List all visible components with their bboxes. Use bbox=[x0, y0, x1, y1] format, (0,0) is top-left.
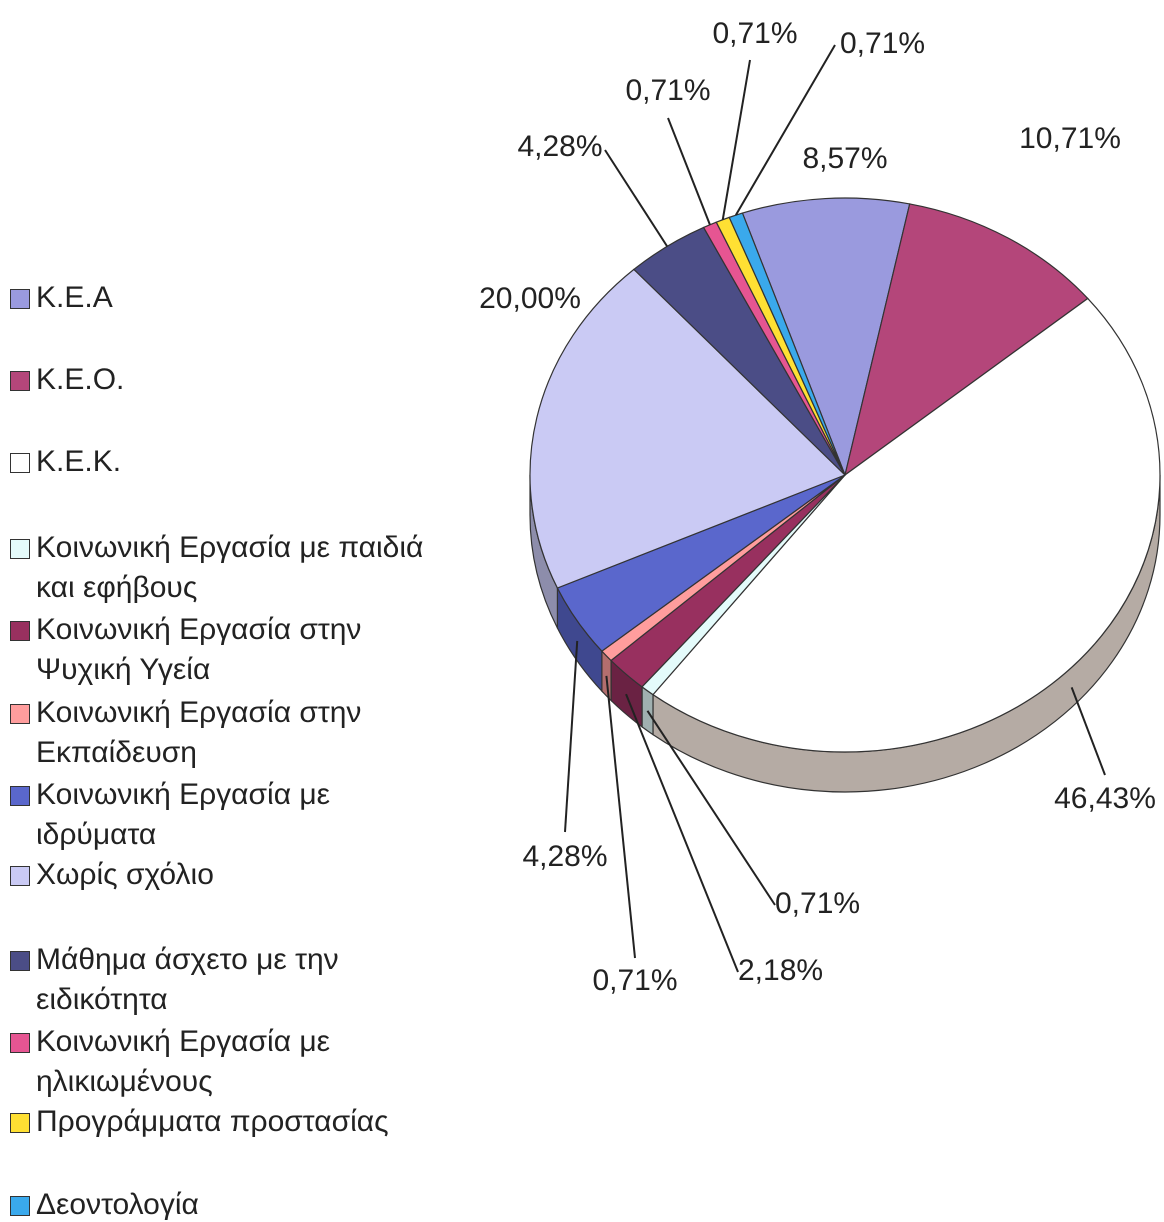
legend-label: Κοινωνική Εργασία με παιδιά και εφήβους bbox=[36, 531, 424, 604]
leader-line bbox=[605, 675, 636, 959]
legend-swatch bbox=[10, 951, 30, 971]
data-label: 2,18% bbox=[738, 954, 823, 987]
data-label: 0,71% bbox=[840, 27, 925, 60]
legend-item: Κοινωνική Εργασία με παιδιά και εφήβους bbox=[10, 528, 430, 608]
legend-item: Κοινωνική Εργασία με ηλικιωμένους bbox=[10, 1022, 430, 1102]
leader-line bbox=[564, 640, 579, 833]
leader-line bbox=[604, 149, 669, 247]
legend-swatch bbox=[10, 1033, 30, 1053]
legend-swatch bbox=[10, 704, 30, 724]
slice bbox=[652, 297, 1161, 753]
data-label: 8,57% bbox=[802, 142, 887, 175]
legend-label: Χωρίς σχόλιο bbox=[36, 858, 214, 891]
legend-label: Μάθημα άσχετο με την ειδικότητα bbox=[36, 943, 339, 1016]
legend-label: Προγράμματα προστασίας bbox=[36, 1105, 389, 1138]
slice bbox=[741, 197, 911, 478]
legend-label: Κοινωνική Εργασία με ιδρύματα bbox=[36, 778, 331, 851]
legend-item: Κ.Ε.Α bbox=[10, 278, 430, 318]
legend-label: Δεοντολογία bbox=[36, 1188, 199, 1221]
data-label: 46,43% bbox=[1054, 782, 1156, 815]
legend-item: Κοινωνική Εργασία στην Εκπαίδευση bbox=[10, 693, 430, 773]
legend-item: Κοινωνική Εργασία στην Ψυχική Υγεία bbox=[10, 610, 430, 690]
legend-item: Μάθημα άσχετο με την ειδικότητα bbox=[10, 940, 430, 1020]
data-label: 0,71% bbox=[712, 17, 797, 50]
legend-item: Κ.Ε.Κ. bbox=[10, 442, 430, 482]
legend-swatch bbox=[10, 289, 30, 309]
legend-swatch bbox=[10, 621, 30, 641]
legend-label: Κοινωνική Εργασία στην Ψυχική Υγεία bbox=[36, 613, 362, 686]
legend-label: Κ.Ε.Κ. bbox=[36, 445, 122, 478]
data-label: 10,71% bbox=[1019, 122, 1121, 155]
data-label: 20,00% bbox=[479, 282, 581, 315]
legend-swatch bbox=[10, 453, 30, 473]
legend-label: Κ.Ε.Ο. bbox=[36, 363, 125, 396]
legend-swatch bbox=[10, 786, 30, 806]
leader-line bbox=[667, 117, 711, 226]
slice bbox=[529, 268, 847, 589]
leader-line bbox=[721, 59, 751, 220]
legend-swatch bbox=[10, 539, 30, 559]
legend-label: Κοινωνική Εργασία με ηλικιωμένους bbox=[36, 1025, 331, 1098]
data-label: 4,28% bbox=[517, 130, 602, 163]
data-label: 4,28% bbox=[522, 840, 607, 873]
legend-swatch bbox=[10, 371, 30, 391]
legend-label: Κ.Ε.Α bbox=[36, 281, 113, 314]
legend-item: Κ.Ε.Ο. bbox=[10, 360, 430, 400]
slice bbox=[844, 203, 1089, 477]
legend-item: Προγράμματα προστασίας bbox=[10, 1102, 430, 1142]
legend-swatch bbox=[10, 1113, 30, 1133]
legend-label: Κοινωνική Εργασία στην Εκπαίδευση bbox=[36, 696, 362, 769]
leader-line bbox=[646, 710, 776, 906]
legend-swatch bbox=[10, 1196, 30, 1216]
data-label: 0,71% bbox=[775, 887, 860, 920]
data-label: 0,71% bbox=[592, 964, 677, 997]
legend-swatch bbox=[10, 866, 30, 886]
data-label: 0,71% bbox=[625, 74, 710, 107]
legend-item: Κοινωνική Εργασία με ιδρύματα bbox=[10, 775, 430, 855]
legend-item: Δεοντολογία bbox=[10, 1185, 430, 1222]
leader-line bbox=[734, 44, 836, 216]
legend-item: Χωρίς σχόλιο bbox=[10, 855, 430, 895]
leader-line bbox=[625, 693, 739, 973]
leader-line bbox=[1070, 687, 1106, 776]
